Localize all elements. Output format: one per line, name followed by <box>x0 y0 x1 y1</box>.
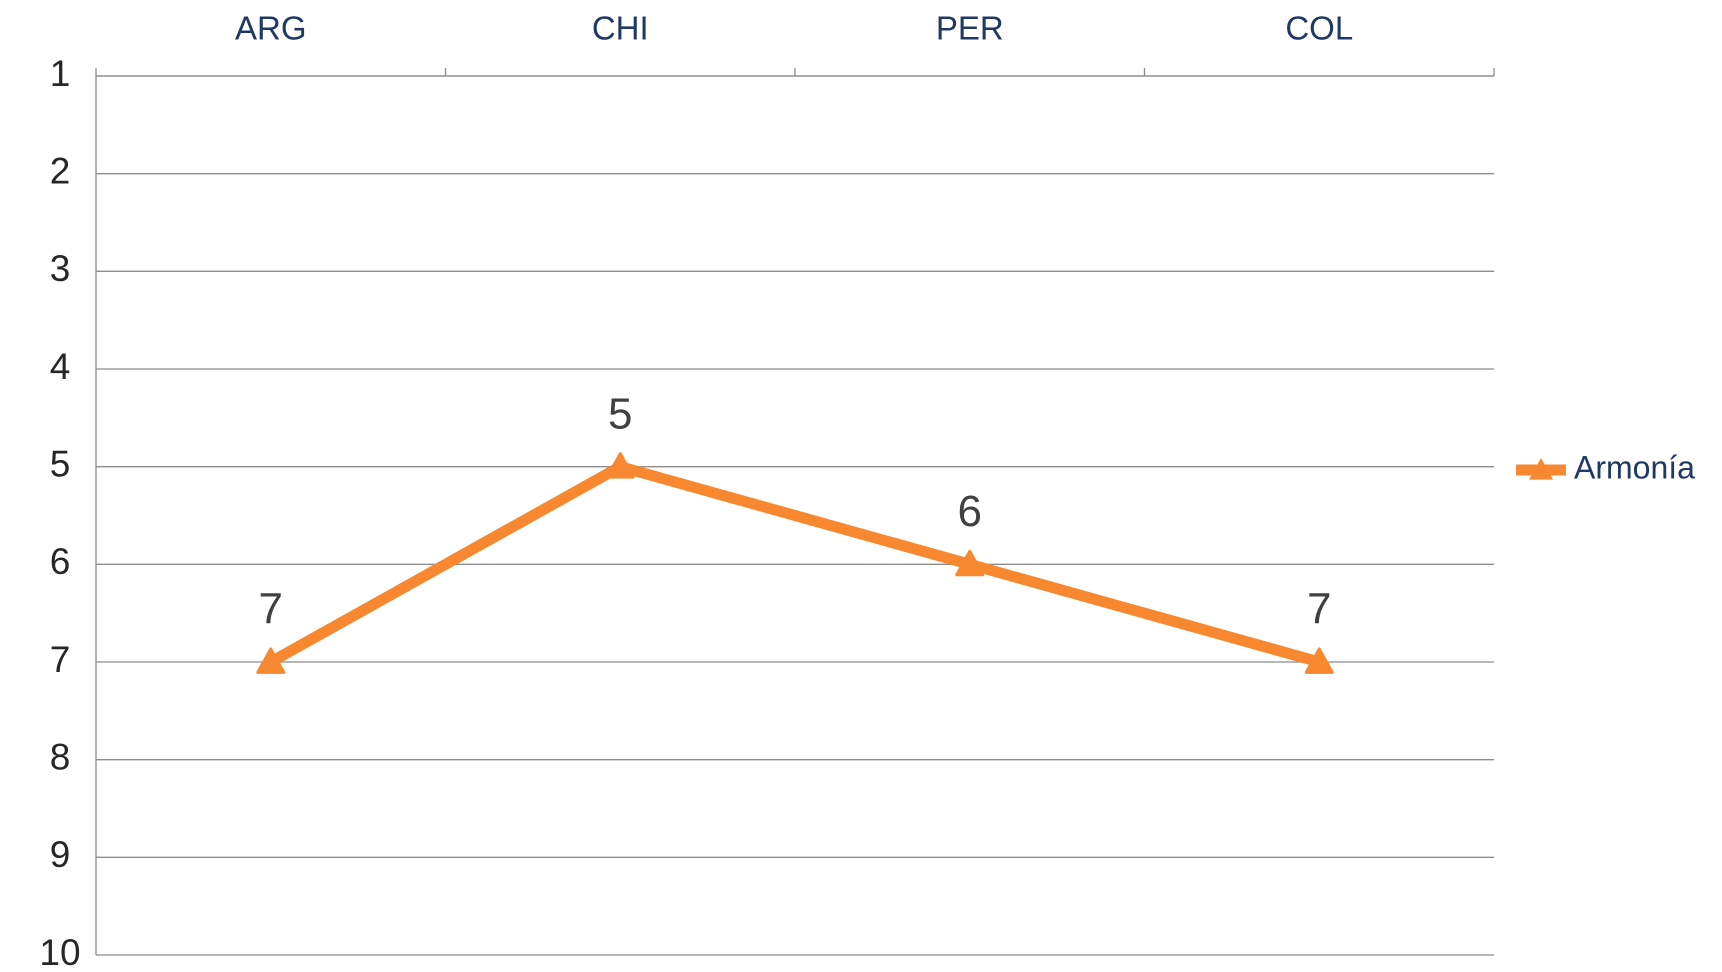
legend-marker <box>1529 458 1553 480</box>
y-tick-label: 9 <box>50 834 71 875</box>
x-tick-label: ARG <box>235 10 307 47</box>
x-tick-label: COL <box>1285 10 1353 47</box>
y-tick-label: 8 <box>50 736 71 777</box>
x-tick-label: PER <box>936 10 1004 47</box>
y-tick-label: 6 <box>50 541 71 582</box>
data-label: 5 <box>608 389 632 438</box>
y-tick-label: 7 <box>50 639 71 680</box>
y-tick-label: 1 <box>50 53 71 94</box>
legend-label: Armonía <box>1574 449 1695 485</box>
marker <box>955 549 985 577</box>
y-tick-label: 2 <box>50 150 71 191</box>
x-tick-label: CHI <box>592 10 649 47</box>
marker <box>256 647 286 674</box>
y-tick-label: 5 <box>50 443 71 484</box>
marker <box>605 452 635 479</box>
marker <box>1304 647 1334 674</box>
y-tick-label: 10 <box>39 932 80 972</box>
y-tick-label: 4 <box>50 346 71 387</box>
series-line <box>268 461 1321 668</box>
data-label: 6 <box>958 487 982 536</box>
data-label: 7 <box>259 585 283 634</box>
y-tick-label: 3 <box>50 248 71 289</box>
data-label: 7 <box>1307 585 1331 634</box>
